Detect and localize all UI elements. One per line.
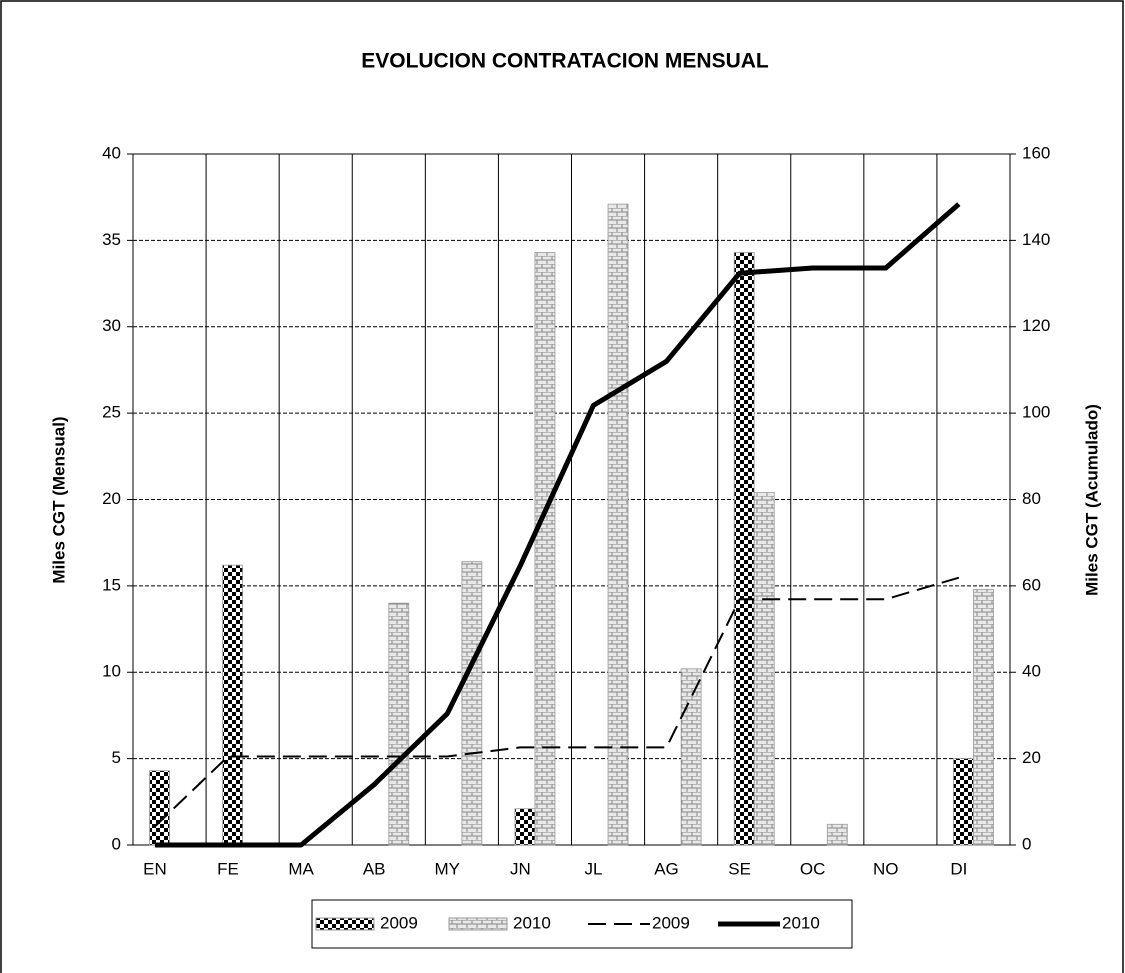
bar (514, 808, 536, 846)
y-tick-label: 25 (102, 403, 121, 422)
x-tick-label: JL (584, 859, 602, 878)
x-tick-label: SE (728, 859, 751, 878)
bar (733, 252, 755, 846)
line-series (154, 202, 961, 848)
y-axis-title: Miles CGT (Mensual) (49, 416, 68, 583)
bar (461, 561, 483, 846)
y2-tick-label: 40 (1022, 662, 1041, 681)
bar (973, 588, 994, 846)
bar (222, 564, 244, 846)
legend-label: 2010 (782, 913, 820, 932)
x-tick-label: FE (217, 859, 239, 878)
y-tick-label: 15 (102, 575, 121, 594)
line-series (154, 576, 960, 828)
legend-label: 2009 (380, 913, 418, 932)
x-tick-label: NO (873, 859, 899, 878)
x-tick-label: MA (288, 859, 314, 878)
x-tick-label: JN (510, 859, 531, 878)
x-tick-label: MY (435, 859, 461, 878)
bar (388, 602, 410, 846)
y-tick-label: 20 (102, 489, 121, 508)
bar (607, 203, 629, 846)
y2-tick-label: 60 (1022, 575, 1041, 594)
y2-tick-label: 80 (1022, 489, 1041, 508)
legend-swatch (315, 917, 375, 931)
x-tick-label: OC (800, 859, 826, 878)
y-tick-label: 30 (102, 316, 121, 335)
y-tick-label: 40 (102, 143, 121, 162)
y2-tick-label: 140 (1022, 230, 1050, 249)
bar (753, 492, 775, 846)
legend-swatch (448, 917, 508, 931)
y2-tick-label: 100 (1022, 403, 1050, 422)
bar (953, 758, 974, 846)
y2-tick-label: 160 (1022, 143, 1050, 162)
legend-label: 2010 (513, 913, 551, 932)
y2-tick-label: 20 (1022, 748, 1041, 767)
legend-label: 2009 (652, 913, 690, 932)
y2-tick-label: 0 (1022, 834, 1031, 853)
x-tick-label: AG (654, 859, 679, 878)
y-tick-label: 35 (102, 230, 121, 249)
x-tick-label: EN (143, 859, 167, 878)
x-tick-label: AB (363, 859, 386, 878)
y2-axis-title: Miles CGT (Acumulado) (1082, 404, 1101, 596)
x-tick-label: DI (950, 859, 967, 878)
y2-tick-label: 120 (1022, 316, 1050, 335)
y-tick-label: 5 (112, 748, 121, 767)
chart-title: EVOLUCION CONTRATACION MENSUAL (361, 50, 769, 73)
y-tick-label: 10 (102, 662, 121, 681)
bar (534, 252, 556, 846)
bar (680, 668, 702, 846)
bar (149, 770, 170, 846)
bar (826, 823, 848, 846)
y-tick-label: 0 (112, 834, 121, 853)
